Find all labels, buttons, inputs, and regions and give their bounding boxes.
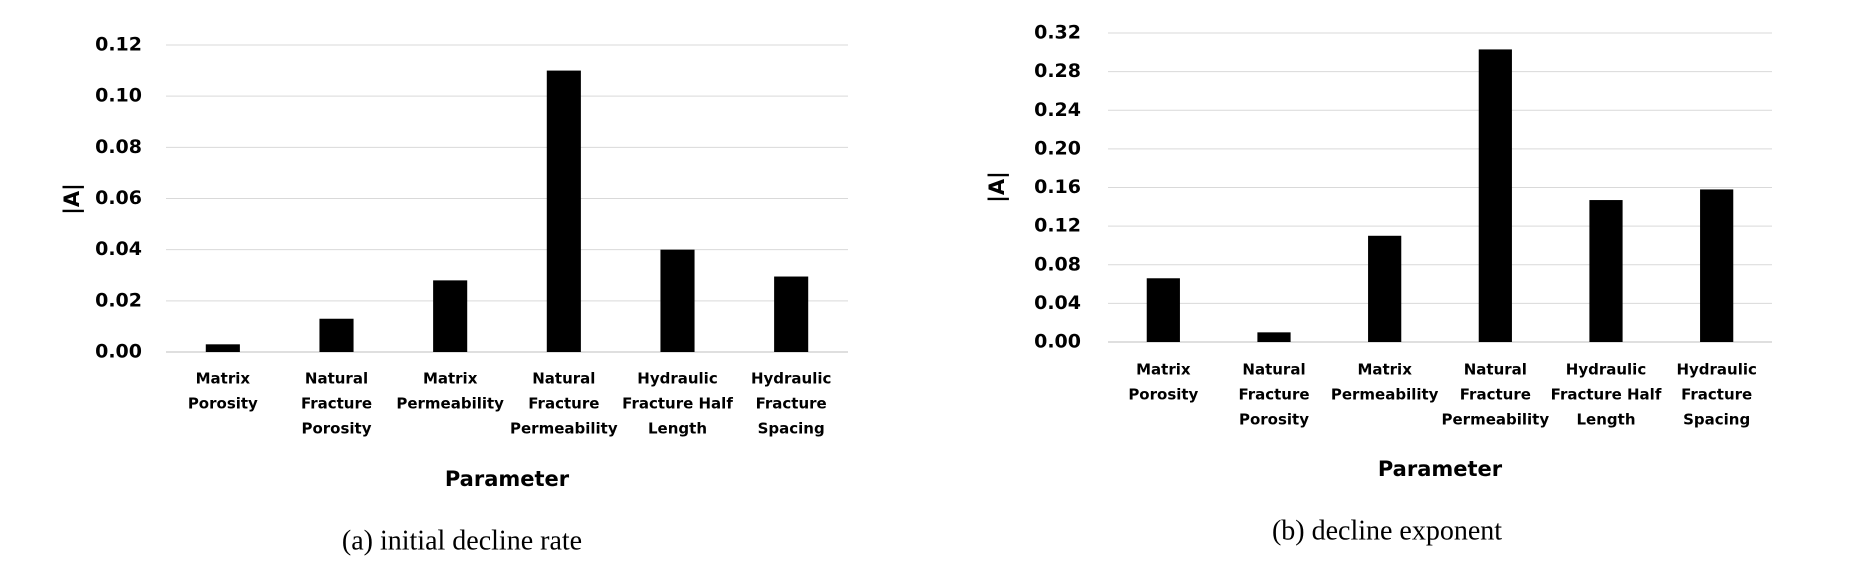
- y-axis-label: |A|: [60, 183, 85, 215]
- x-tick-label: Porosity: [1128, 386, 1198, 404]
- y-tick-label: 0.12: [1034, 215, 1081, 237]
- bar: [1368, 235, 1402, 342]
- y-tick-label: 0.10: [95, 85, 142, 107]
- y-tick-label: 0.08: [95, 136, 142, 158]
- bar: [319, 318, 354, 352]
- x-tick-label: Porosity: [301, 420, 371, 438]
- x-tick-label: Natural: [305, 370, 368, 388]
- y-axis-label: |A|: [985, 171, 1010, 203]
- bar: [1478, 49, 1512, 343]
- x-tick-label: Permeability: [396, 395, 504, 413]
- bar: [205, 344, 240, 352]
- y-tick-label: 0.00: [1034, 331, 1081, 353]
- bar: [433, 280, 468, 352]
- x-tick-label: Fracture Half: [1551, 386, 1662, 404]
- y-tick-label: 0.28: [1034, 60, 1081, 82]
- x-axis-label: Parameter: [445, 467, 570, 491]
- y-tick-label: 0.16: [1034, 176, 1081, 198]
- bar: [660, 249, 695, 352]
- x-tick-label: Matrix: [196, 370, 251, 388]
- x-tick-label: Fracture Half: [622, 395, 733, 413]
- x-tick-label: Fracture: [1681, 386, 1752, 404]
- x-tick-label: Fracture: [301, 395, 372, 413]
- y-tick-label: 0.00: [95, 341, 142, 363]
- x-tick-label: Matrix: [1357, 361, 1412, 379]
- y-tick-label: 0.20: [1034, 137, 1081, 159]
- x-tick-label: Porosity: [188, 395, 258, 413]
- x-tick-label: Permeability: [1442, 411, 1550, 429]
- x-tick-label: Matrix: [1136, 361, 1191, 379]
- y-tick-label: 0.04: [1034, 292, 1081, 314]
- x-tick-label: Permeability: [1331, 386, 1439, 404]
- x-tick-label: Spacing: [1683, 411, 1750, 429]
- x-tick-label: Spacing: [758, 420, 825, 438]
- bar: [1589, 200, 1623, 342]
- x-tick-label: Fracture: [1238, 386, 1309, 404]
- bar: [1700, 189, 1734, 342]
- bar: [1257, 332, 1291, 342]
- x-tick-label: Hydraulic: [1676, 361, 1756, 379]
- y-tick-label: 0.02: [95, 289, 142, 311]
- y-tick-label: 0.08: [1034, 253, 1081, 275]
- x-tick-label: Permeability: [510, 420, 618, 438]
- x-tick-label: Natural: [1242, 361, 1305, 379]
- bar: [774, 276, 809, 352]
- x-tick-label: Hydraulic: [1566, 361, 1646, 379]
- caption: (a) initial decline rate: [342, 525, 582, 556]
- bar: [1146, 278, 1180, 342]
- x-tick-label: Length: [1577, 411, 1636, 429]
- x-tick-label: Matrix: [423, 370, 478, 388]
- x-tick-label: Fracture: [528, 395, 599, 413]
- x-tick-label: Hydraulic: [751, 370, 831, 388]
- y-tick-label: 0.04: [95, 238, 142, 260]
- y-tick-label: 0.06: [95, 187, 142, 209]
- x-tick-label: Natural: [1464, 361, 1527, 379]
- x-axis-label: Parameter: [1378, 457, 1503, 481]
- bar: [546, 70, 581, 352]
- x-tick-label: Porosity: [1239, 411, 1309, 429]
- caption: (b) decline exponent: [1272, 515, 1502, 546]
- y-tick-label: 0.32: [1034, 22, 1081, 44]
- y-tick-label: 0.24: [1034, 99, 1081, 121]
- y-tick-label: 0.12: [95, 34, 142, 56]
- x-tick-label: Hydraulic: [637, 370, 717, 388]
- x-tick-label: Fracture: [756, 395, 827, 413]
- x-tick-label: Length: [648, 420, 707, 438]
- x-tick-label: Fracture: [1460, 386, 1531, 404]
- x-tick-label: Natural: [532, 370, 595, 388]
